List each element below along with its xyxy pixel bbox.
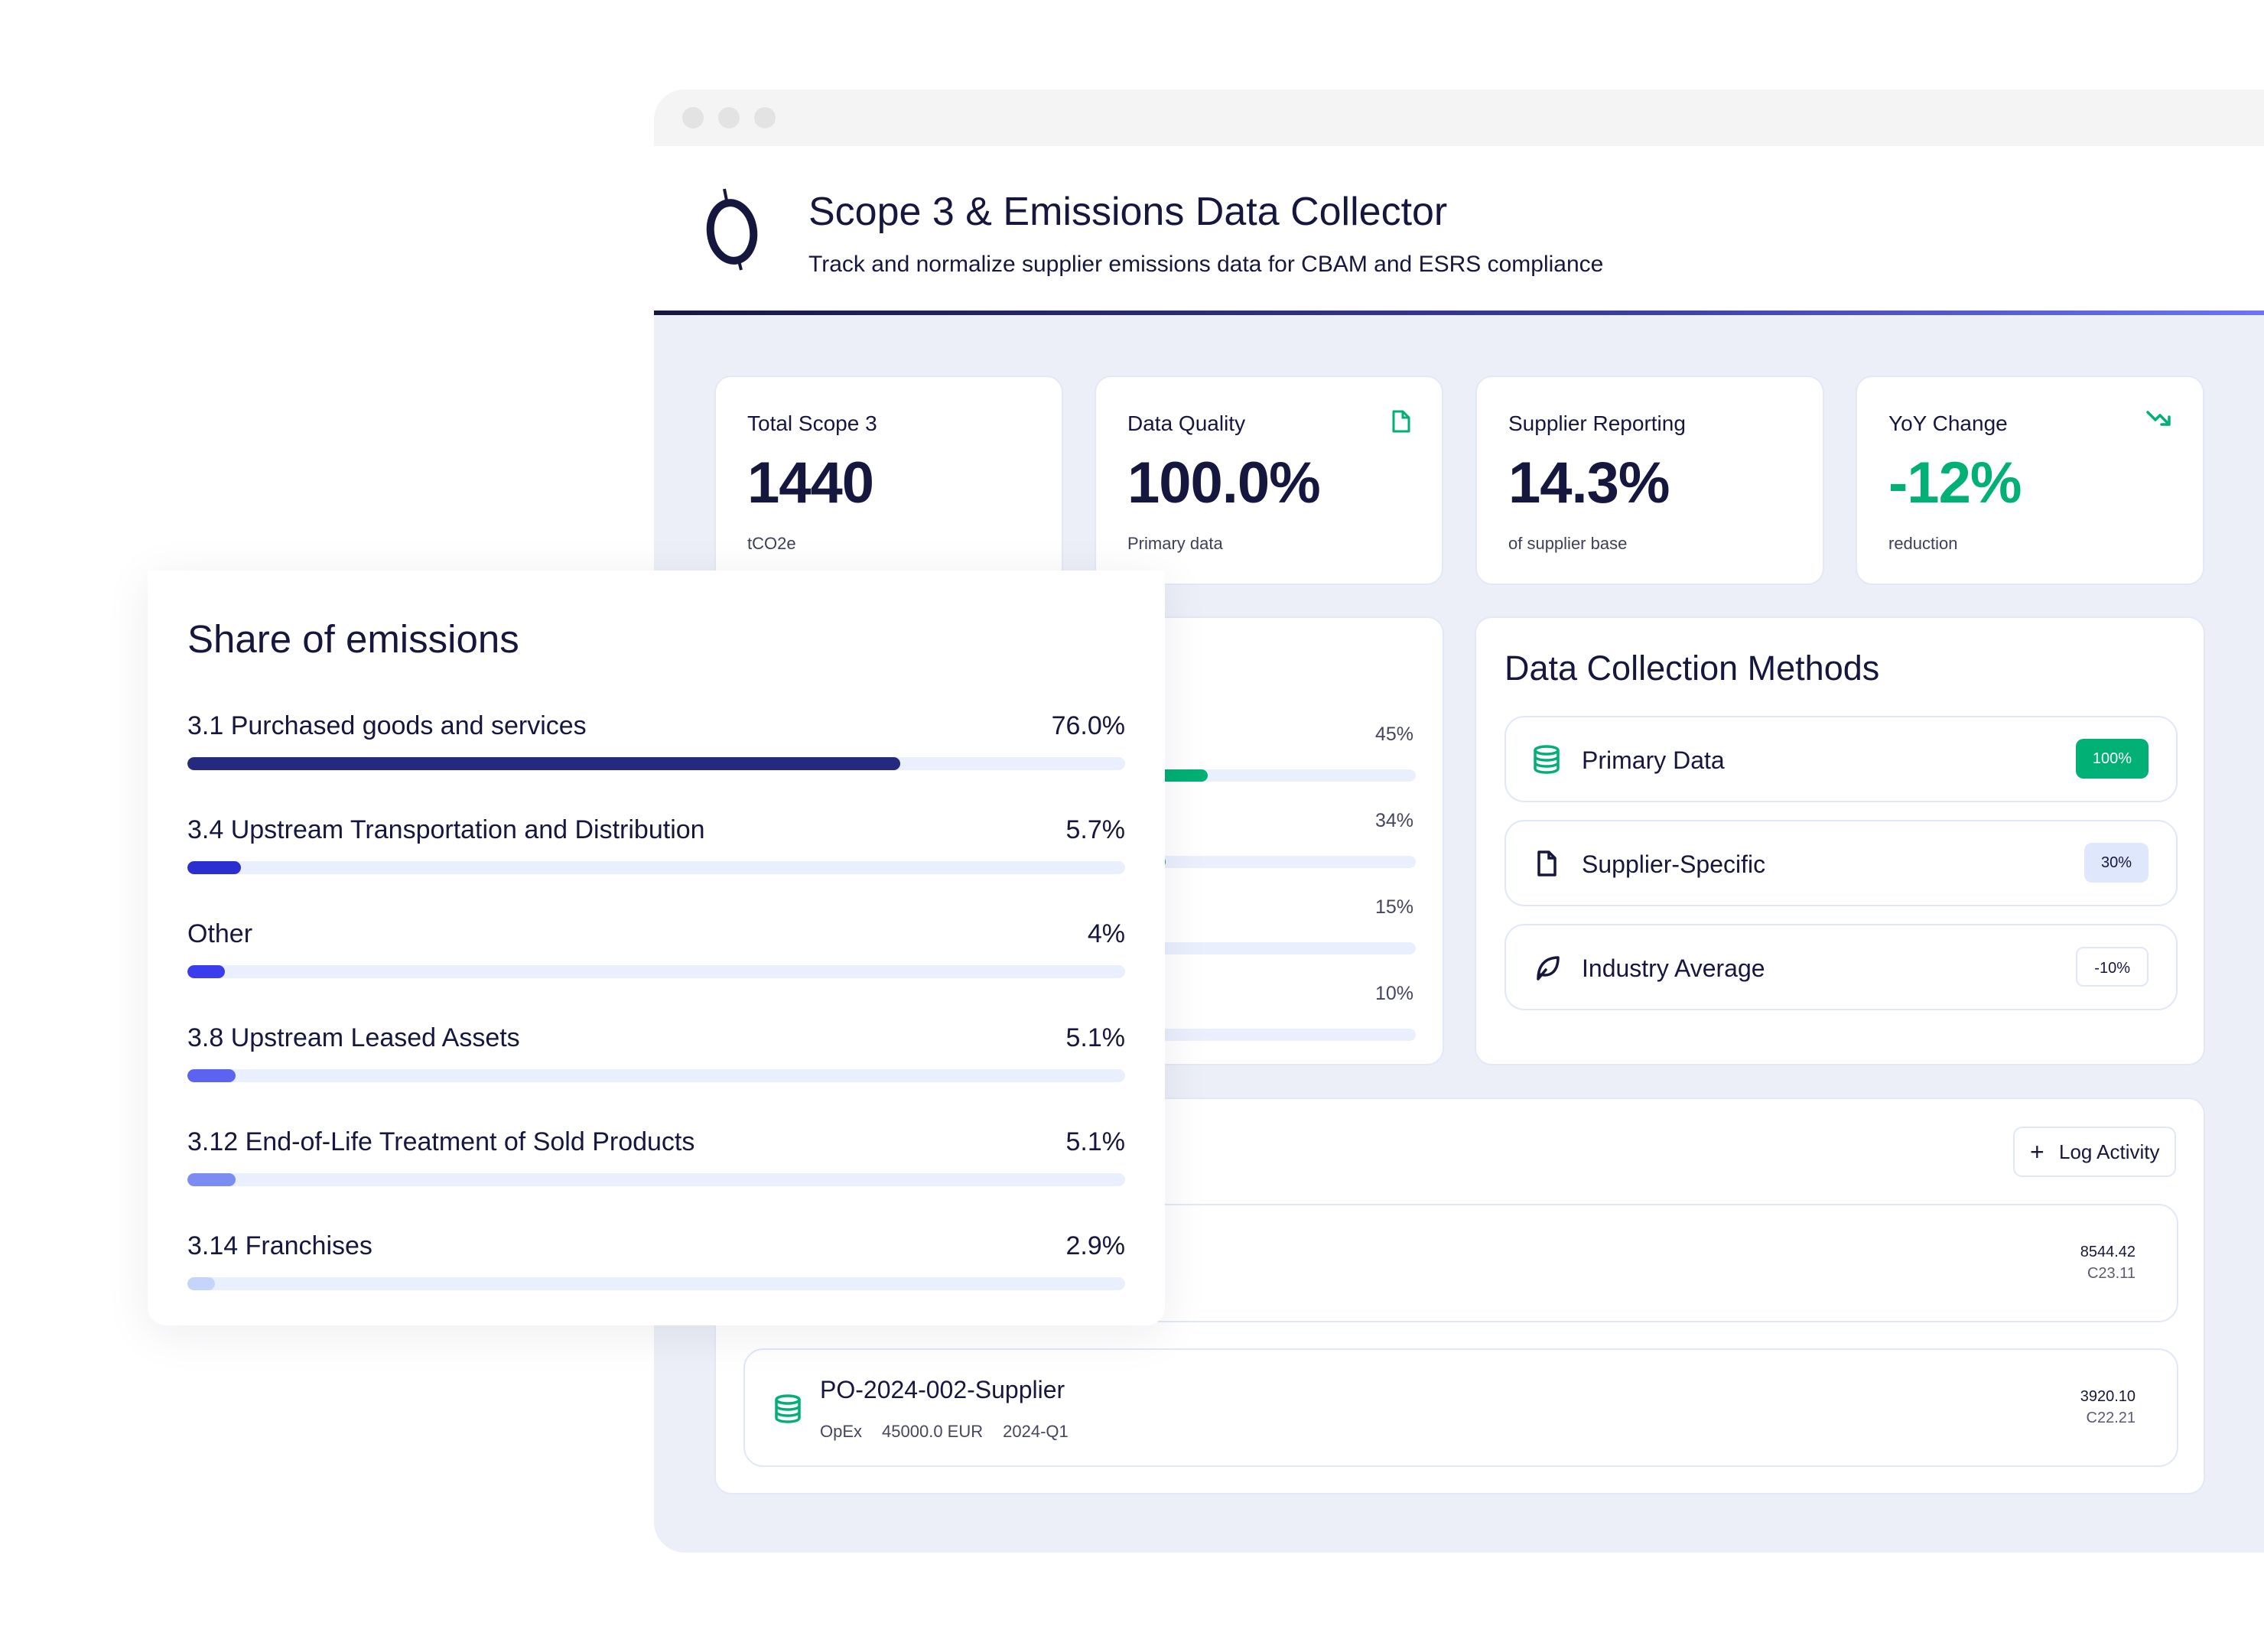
share-item-label: 3.14 Franchises <box>187 1231 372 1260</box>
kpi-label: Data Quality <box>1127 411 1246 435</box>
progress-pct: 34% <box>1374 810 1413 831</box>
kpi-value: 1440 <box>747 450 874 515</box>
share-item-bar-fill <box>187 861 241 874</box>
kpi-data-quality: Data Quality 100.0% Primary data <box>1095 376 1443 585</box>
kpi-sub: Primary data <box>1127 534 1223 553</box>
share-item-bar-fill <box>187 1069 236 1082</box>
share-item-label: 3.1 Purchased goods and services <box>187 711 587 740</box>
share-of-emissions-panel: Share of emissions 3.1 Purchased goods a… <box>148 571 1165 1325</box>
page-title: Scope 3 & Emissions Data Collector <box>808 190 1448 234</box>
activity-row[interactable]: PO-2024-002-Supplier OpEx 45000.0 EUR 20… <box>743 1348 2178 1467</box>
kpi-value: -12% <box>1888 450 2022 515</box>
kpi-supplier-reporting: Supplier Reporting 14.3% of supplier bas… <box>1475 376 1824 585</box>
window-close-dot[interactable] <box>682 107 704 128</box>
share-title: Share of emissions <box>187 617 519 661</box>
window-minimize-dot[interactable] <box>718 107 740 128</box>
share-item-bar-fill <box>187 757 900 770</box>
method-badge: 30% <box>2083 843 2149 883</box>
share-item-bar-fill <box>187 1277 215 1290</box>
trending-down-icon <box>2146 411 2171 426</box>
kpi-sub: tCO2e <box>747 534 796 553</box>
share-item-bar-track <box>187 1069 1125 1082</box>
app-header: Scope 3 & Emissions Data Collector Track… <box>654 146 2264 311</box>
method-primary-data[interactable]: Primary Data 100% <box>1504 716 2178 802</box>
file-icon <box>1537 850 1556 876</box>
window-titlebar <box>654 89 2264 146</box>
kpi-total-scope3: Total Scope 3 1440 tCO2e <box>714 376 1063 585</box>
share-item-bar-track <box>187 1173 1125 1186</box>
share-item-bar-track <box>187 757 1125 770</box>
share-item-bar-track <box>187 965 1125 978</box>
share-item-label: 3.8 Upstream Leased Assets <box>187 1023 520 1052</box>
kpi-label: Supplier Reporting <box>1508 411 1686 435</box>
method-label: Industry Average <box>1582 954 1765 982</box>
share-item-pct: 5.7% <box>1065 815 1126 844</box>
file-icon <box>1392 410 1410 433</box>
logo-icon <box>706 188 758 271</box>
activity-scope-type: OpEx <box>820 1422 863 1441</box>
data-collection-methods-card: Data Collection Methods Primary Data 100… <box>1475 616 2205 1065</box>
share-item-bar-track <box>187 1277 1125 1290</box>
activity-period: 2024-Q1 <box>1003 1422 1069 1441</box>
method-badge: -10% <box>2076 947 2149 987</box>
log-activity-label: Log Activity <box>2059 1140 2160 1163</box>
kpi-yoy-change: YoY Change -12% reduction <box>1856 376 2204 585</box>
method-label: Supplier-Specific <box>1582 850 1766 878</box>
activity-value: 8544.42 <box>2080 1244 2136 1260</box>
progress-pct: 10% <box>1374 983 1413 1004</box>
share-item-bar-fill <box>187 1173 236 1186</box>
page-subtitle: Track and normalize supplier emissions d… <box>808 252 1604 277</box>
share-item-pct: 5.1% <box>1065 1023 1126 1052</box>
header-divider <box>654 311 2264 315</box>
share-item-label: Other <box>187 919 253 948</box>
browser-window: Scope 3 & Emissions Data Collector Track… <box>654 89 2264 1553</box>
kpi-sub: reduction <box>1888 534 1958 553</box>
activity-code: C22.21 <box>2086 1410 2136 1426</box>
method-badge: 100% <box>2075 739 2149 779</box>
plus-icon: + <box>2030 1138 2044 1166</box>
method-label: Primary Data <box>1582 746 1725 774</box>
kpi-value: 100.0% <box>1127 450 1321 515</box>
kpi-sub: of supplier base <box>1508 534 1628 553</box>
methods-title: Data Collection Methods <box>1504 649 1880 688</box>
share-item-pct: 5.1% <box>1065 1127 1126 1156</box>
database-icon <box>1534 745 1560 774</box>
activity-title: PO-2024-002-Supplier <box>820 1376 1065 1403</box>
share-item-pct: 4% <box>1087 919 1125 948</box>
progress-pct: 15% <box>1374 896 1413 918</box>
share-item-label: 3.12 End-of-Life Treatment of Sold Produ… <box>187 1127 695 1156</box>
progress-pct: 45% <box>1374 724 1413 745</box>
activity-code: C23.11 <box>2087 1265 2136 1282</box>
share-item-bar-track <box>187 861 1125 874</box>
log-activity-button[interactable]: + Log Activity <box>2013 1127 2176 1177</box>
activity-value: 3920.10 <box>2080 1388 2136 1405</box>
share-item-pct: 2.9% <box>1065 1231 1126 1260</box>
kpi-label: Total Scope 3 <box>747 411 877 435</box>
leaf-icon <box>1537 956 1560 980</box>
share-item-label: 3.4 Upstream Transportation and Distribu… <box>187 815 705 844</box>
method-industry-average[interactable]: Industry Average -10% <box>1504 924 2178 1010</box>
activity-amount: 45000.0 EUR <box>882 1422 984 1441</box>
kpi-label: YoY Change <box>1888 411 2008 435</box>
window-maximize-dot[interactable] <box>754 107 776 128</box>
share-item-bar-fill <box>187 965 226 978</box>
activity-meta: OpEx 45000.0 EUR 2024-Q1 <box>820 1422 1069 1442</box>
database-icon <box>775 1394 801 1423</box>
kpi-value: 14.3% <box>1508 450 1670 515</box>
method-supplier-specific[interactable]: Supplier-Specific 30% <box>1504 820 2178 906</box>
share-item-pct: 76.0% <box>1051 711 1125 740</box>
